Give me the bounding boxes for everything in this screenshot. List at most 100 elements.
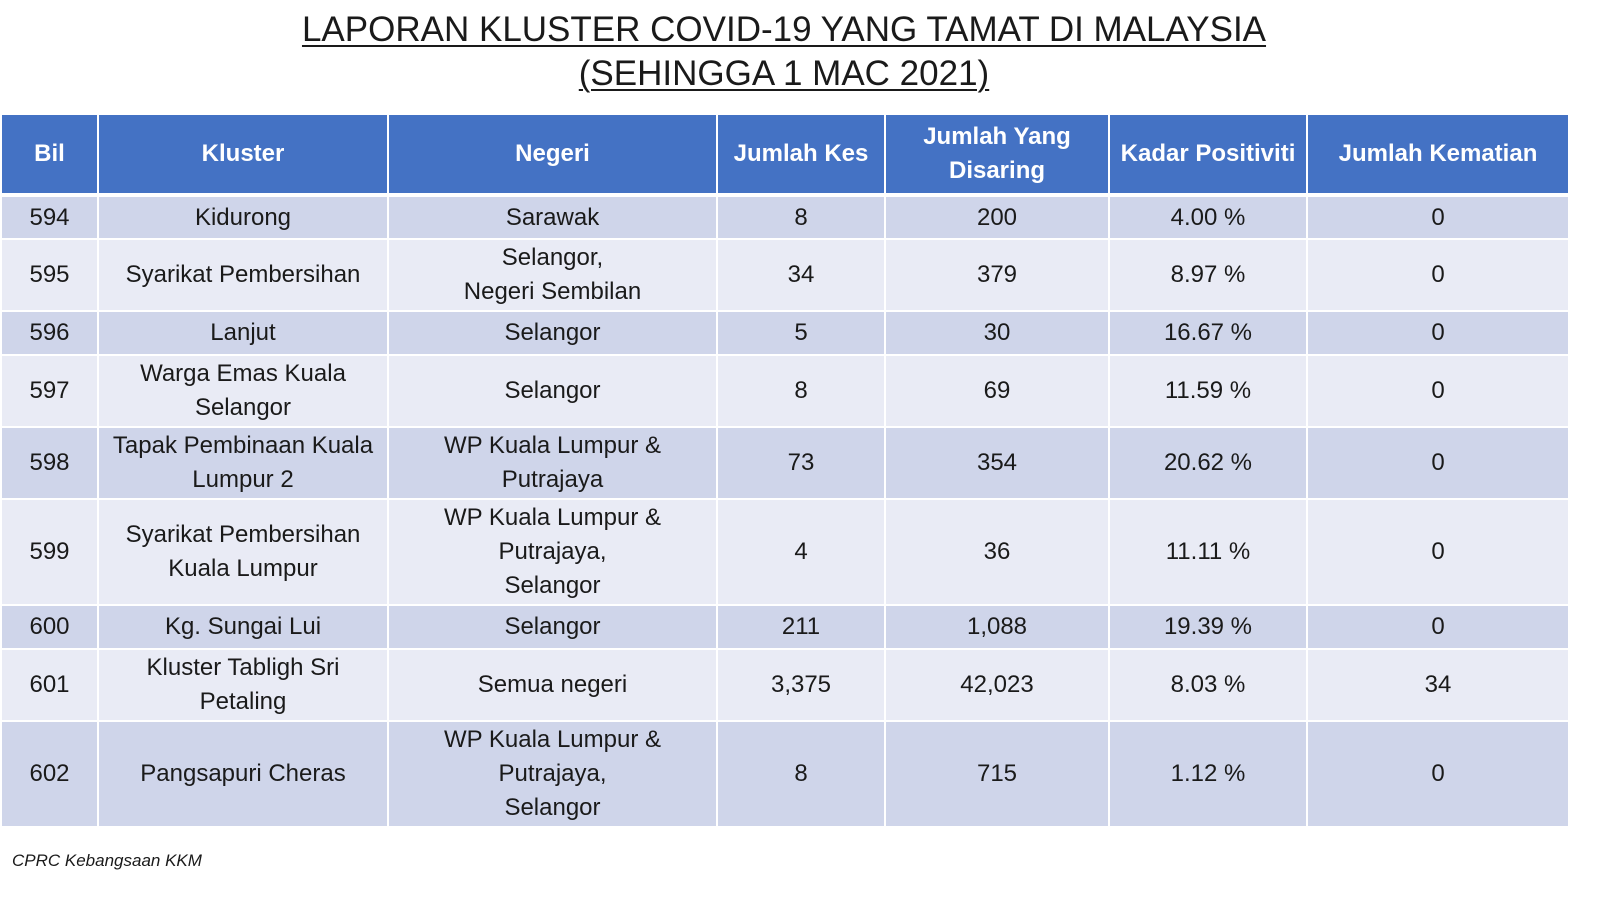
cell-negeri: Selangor — [387, 310, 718, 356]
cell-kluster: Syarikat Pembersihan — [97, 238, 389, 312]
cell-jumlah-kematian: 0 — [1306, 604, 1570, 650]
header-kluster: Kluster — [97, 113, 389, 197]
cell-kluster-line: Selangor — [194, 394, 292, 421]
cell-jumlah-disaring: 379 — [884, 238, 1110, 312]
cell-negeri: WP Kuala Lumpur & Putrajaya, Selangor — [387, 498, 718, 606]
cell-jumlah-kematian: 0 — [1306, 354, 1570, 428]
cell-jumlah-kes: 8 — [716, 720, 886, 828]
cell-jumlah-kematian: 34 — [1306, 648, 1570, 722]
cell-jumlah-kes: 8 — [716, 194, 886, 240]
header-negeri: Negeri — [387, 113, 718, 197]
cell-kadar-positiviti: 8.97 % — [1108, 238, 1308, 312]
header-kadar-positiviti: Kadar Positiviti — [1108, 113, 1308, 197]
cell-kluster-line: Syarikat Pembersihan — [125, 261, 361, 288]
cell-negeri-line: Selangor — [504, 794, 601, 821]
cell-jumlah-disaring: 30 — [884, 310, 1110, 356]
cell-negeri: WP Kuala Lumpur & Putrajaya, Selangor — [387, 720, 718, 828]
table-row: 602 Pangsapuri Cheras WP Kuala Lumpur & Put… — [0, 720, 1570, 828]
header-bil: Bil — [0, 113, 99, 197]
header-jumlah-disaring: Jumlah Yang Disaring — [884, 113, 1110, 197]
cell-jumlah-kes: 5 — [716, 310, 886, 356]
cell-negeri-line: Selangor — [504, 572, 601, 599]
cell-jumlah-kes: 34 — [716, 238, 886, 312]
cell-kadar-positiviti: 11.11 % — [1108, 498, 1308, 606]
table-row: 600 Kg. Sungai Lui Selangor 211 1,088 19.39 %… — [0, 604, 1570, 650]
table-row: 596 Lanjut Selangor 5 30 16.67 % 0 — [0, 310, 1570, 356]
table-row: 598 Tapak Pembinaan Kuala Lumpur 2 WP Kuala… — [0, 426, 1570, 500]
cluster-table-container: Bil Kluster Negeri Jumlah Kes Jumlah Yan… — [0, 113, 1570, 828]
cell-kluster-line: Tapak Pembinaan Kuala — [112, 432, 374, 459]
cell-kadar-positiviti: 20.62 % — [1108, 426, 1308, 500]
cell-kluster: Pangsapuri Cheras — [97, 720, 389, 828]
cell-kluster-line: Kg. Sungai Lui — [164, 613, 322, 640]
cell-bil: 601 — [0, 648, 99, 722]
cell-bil: 595 — [0, 238, 99, 312]
cell-kadar-positiviti: 16.67 % — [1108, 310, 1308, 356]
cell-kadar-positiviti: 19.39 % — [1108, 604, 1308, 650]
title-line-2: (SEHINGGA 1 MAC 2021) — [578, 54, 990, 93]
table-row: 601 Kluster Tabligh Sri Petaling Semua nege… — [0, 648, 1570, 722]
cell-negeri-line: WP Kuala Lumpur & — [444, 432, 661, 459]
cell-negeri-line: Selangor — [504, 613, 601, 640]
cell-kluster-line: Kluster Tabligh Sri — [146, 654, 340, 681]
cell-jumlah-disaring: 42,023 — [884, 648, 1110, 722]
cell-jumlah-kematian: 0 — [1306, 310, 1570, 356]
cell-bil: 596 — [0, 310, 99, 356]
cell-bil: 602 — [0, 720, 99, 828]
table-row: 597 Warga Emas Kuala Selangor Selangor 8 69 11… — [0, 354, 1570, 428]
cell-jumlah-disaring: 36 — [884, 498, 1110, 606]
header-jumlah-disaring-line-2: Disaring — [948, 157, 1046, 184]
cell-kluster-line: Syarikat Pembersihan — [125, 521, 361, 548]
cell-negeri: Selangor — [387, 354, 718, 428]
table-header-row: Bil Kluster Negeri Jumlah Kes Jumlah Yan… — [0, 113, 1570, 197]
cell-negeri: WP Kuala Lumpur & Putrajaya — [387, 426, 718, 500]
table-body: 594 Kidurong Sarawak 8 200 4.00 % 0 595 Syarikat… — [0, 194, 1570, 828]
cell-jumlah-kes: 8 — [716, 354, 886, 428]
cell-negeri-line: Putrajaya — [501, 466, 604, 493]
cell-kadar-positiviti: 1.12 % — [1108, 720, 1308, 828]
cell-kluster-line: Petaling — [199, 688, 287, 715]
cell-kluster: Kg. Sungai Lui — [97, 604, 389, 650]
cell-kluster: Kluster Tabligh Sri Petaling — [97, 648, 389, 722]
cell-bil: 600 — [0, 604, 99, 650]
cell-negeri-line: Selangor, — [501, 244, 604, 271]
cell-jumlah-disaring: 69 — [884, 354, 1110, 428]
cell-jumlah-kematian: 0 — [1306, 194, 1570, 240]
cell-bil: 599 — [0, 498, 99, 606]
source-note: CPRC Kebangsaan KKM — [12, 851, 202, 870]
cell-jumlah-disaring: 1,088 — [884, 604, 1110, 650]
cell-negeri-line: WP Kuala Lumpur & — [444, 504, 661, 531]
header-jumlah-kematian: Jumlah Kematian — [1306, 113, 1570, 197]
cell-negeri: Selangor, Negeri Sembilan — [387, 238, 718, 312]
cell-negeri-line: Sarawak — [505, 203, 600, 231]
header-jumlah-disaring-line-1: Jumlah Yang — [923, 123, 1071, 150]
cell-jumlah-disaring: 715 — [884, 720, 1110, 828]
cell-kluster: Tapak Pembinaan Kuala Lumpur 2 — [97, 426, 389, 500]
cell-jumlah-kes: 211 — [716, 604, 886, 650]
cell-kadar-positiviti: 8.03 % — [1108, 648, 1308, 722]
title-line-1: LAPORAN KLUSTER COVID-19 YANG TAMAT DI M… — [301, 10, 1267, 49]
cell-negeri-line: Negeri Sembilan — [463, 278, 642, 305]
cell-kluster-line: Lumpur 2 — [192, 466, 294, 493]
cell-jumlah-kematian: 0 — [1306, 238, 1570, 312]
cell-negeri-line: WP Kuala Lumpur & — [444, 726, 661, 753]
page-title: LAPORAN KLUSTER COVID-19 YANG TAMAT DI M… — [0, 8, 1568, 96]
cell-kluster-line: Pangsapuri Cheras — [140, 760, 346, 787]
cell-negeri-line: Selangor — [504, 377, 601, 404]
cell-kluster-line: Kidurong — [194, 203, 292, 231]
cell-negeri-line: Selangor — [504, 319, 601, 346]
cell-bil: 598 — [0, 426, 99, 500]
cell-negeri-line: Putrajaya, — [498, 538, 607, 565]
table-row: 599 Syarikat Pembersihan Kuala Lumpur WP Ku… — [0, 498, 1570, 606]
table-row: 595 Syarikat Pembersihan Selangor, Negeri S… — [0, 238, 1570, 312]
cell-kluster: Lanjut — [97, 310, 389, 356]
cell-kluster-line: Kuala Lumpur — [168, 555, 318, 582]
cell-negeri-line: Putrajaya, — [498, 760, 607, 787]
cell-negeri: Sarawak — [387, 194, 718, 240]
cell-kluster: Kidurong — [97, 194, 389, 240]
cell-negeri: Selangor — [387, 604, 718, 650]
cell-negeri: Semua negeri — [387, 648, 718, 722]
cell-jumlah-kematian: 0 — [1306, 720, 1570, 828]
cell-kluster: Syarikat Pembersihan Kuala Lumpur — [97, 498, 389, 606]
cell-jumlah-disaring: 200 — [884, 194, 1110, 240]
